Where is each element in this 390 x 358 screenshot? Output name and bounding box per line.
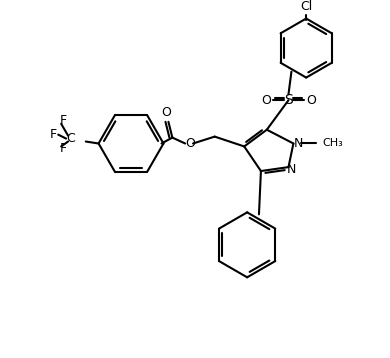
Text: O: O bbox=[306, 94, 316, 107]
Text: N: N bbox=[287, 163, 296, 175]
Text: O: O bbox=[185, 137, 195, 150]
Text: F: F bbox=[60, 142, 67, 155]
Text: N: N bbox=[294, 137, 303, 150]
Text: O: O bbox=[161, 106, 171, 118]
Text: F: F bbox=[60, 114, 67, 127]
Text: CH₃: CH₃ bbox=[322, 139, 343, 149]
Text: Cl: Cl bbox=[300, 0, 312, 13]
Text: F: F bbox=[50, 128, 57, 141]
Text: S: S bbox=[284, 93, 293, 107]
Text: O: O bbox=[261, 94, 271, 107]
Text: C: C bbox=[67, 132, 75, 145]
